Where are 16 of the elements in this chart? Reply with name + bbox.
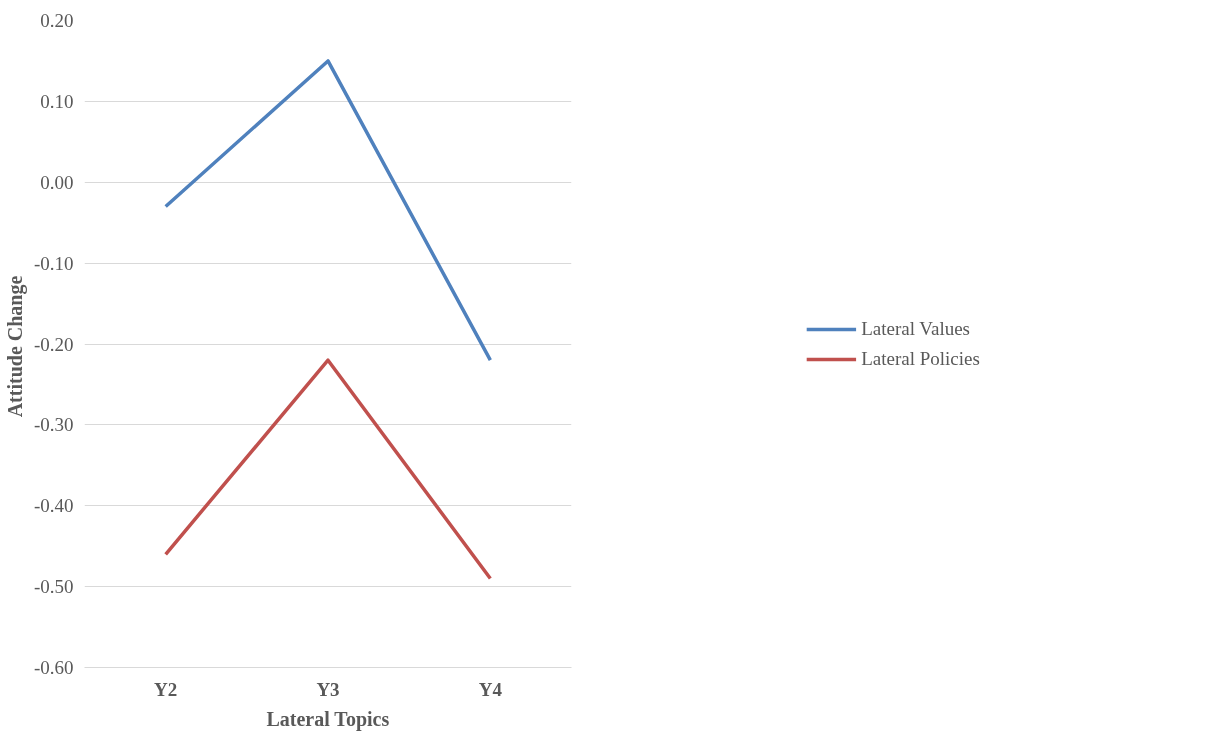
y-axis-title: Attitude Change (3, 275, 27, 418)
y-tick-label: -0.30 (33, 414, 74, 436)
x-axis-title: Lateral Topics (266, 707, 390, 731)
y-tick-label: -0.20 (33, 333, 74, 355)
x-tick-label: Y3 (316, 678, 340, 700)
y-tick-label: 0.20 (40, 10, 74, 31)
y-tick-label: -0.40 (33, 495, 74, 517)
x-tick-label: Y2 (154, 678, 178, 700)
legend-label: Lateral Values (861, 317, 970, 340)
y-tick-label: -0.50 (33, 576, 74, 598)
x-tick-label: Y4 (478, 678, 503, 700)
y-tick-label: 0.10 (40, 90, 74, 112)
legend-label: Lateral Policies (861, 347, 980, 370)
y-tick-label: -0.10 (33, 252, 74, 274)
y-tick-label: 0.00 (40, 171, 74, 193)
y-tick-label: -0.60 (33, 657, 74, 678)
